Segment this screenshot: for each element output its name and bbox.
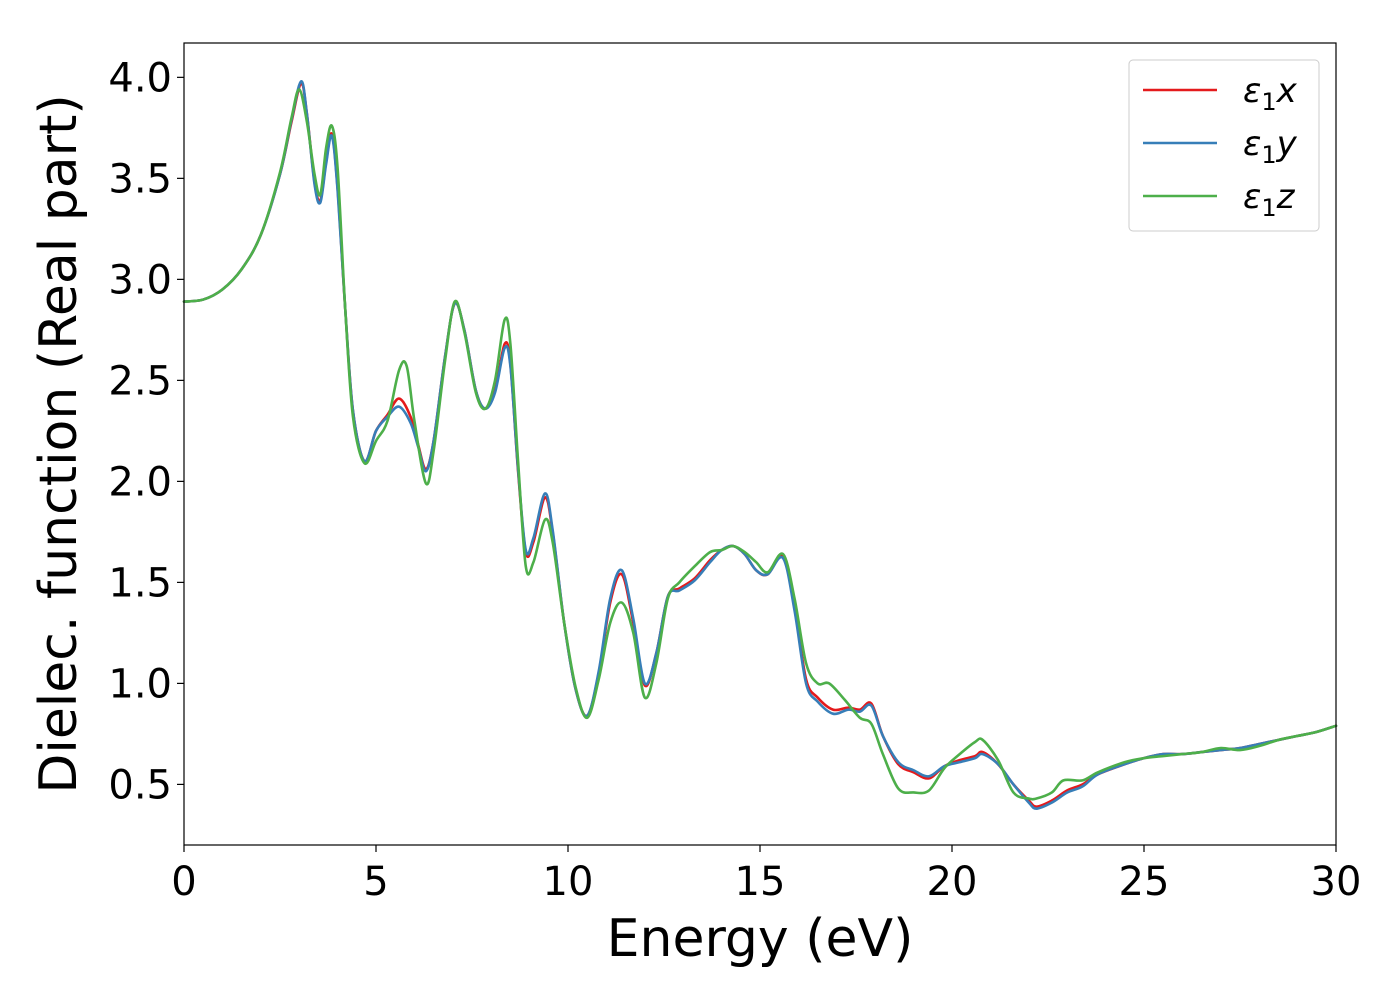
y-tick-label: 3.5 (108, 156, 172, 202)
x-tick-label: 10 (543, 859, 594, 905)
y-axis-label: Dielec. function (Real part) (29, 94, 89, 793)
y-tick-label: 3.0 (108, 257, 172, 303)
x-tick-label: 20 (927, 859, 978, 905)
y-tick-label: 0.5 (108, 762, 172, 808)
y-tick-label: 1.5 (108, 560, 172, 606)
x-tick-label: 25 (1119, 859, 1170, 905)
y-tick-label: 2.0 (108, 459, 172, 505)
legend-label-z: ε1z (1243, 177, 1296, 222)
y-tick-label: 2.5 (108, 358, 172, 404)
legend: ε1x ε1y ε1z (1128, 59, 1320, 232)
series-line-z (182, 88, 1338, 801)
legend-label-x: ε1x (1243, 71, 1298, 116)
y-axis-ticks: 0.5 1.0 1.5 2.0 2.5 3.0 3.5 4.0 (108, 55, 184, 808)
series-layer (182, 80, 1338, 810)
x-tick-label: 5 (363, 859, 388, 905)
x-tick-label: 0 (171, 859, 196, 905)
legend-box (1128, 59, 1320, 232)
x-axis-ticks: 0 5 10 15 20 25 30 (171, 845, 1361, 905)
x-tick-label: 30 (1311, 859, 1362, 905)
y-tick-label: 4.0 (108, 55, 172, 101)
legend-label-y: ε1y (1243, 124, 1298, 169)
y-tick-label: 1.0 (108, 661, 172, 707)
x-axis-label: Energy (eV) (607, 909, 914, 969)
x-tick-label: 15 (735, 859, 786, 905)
